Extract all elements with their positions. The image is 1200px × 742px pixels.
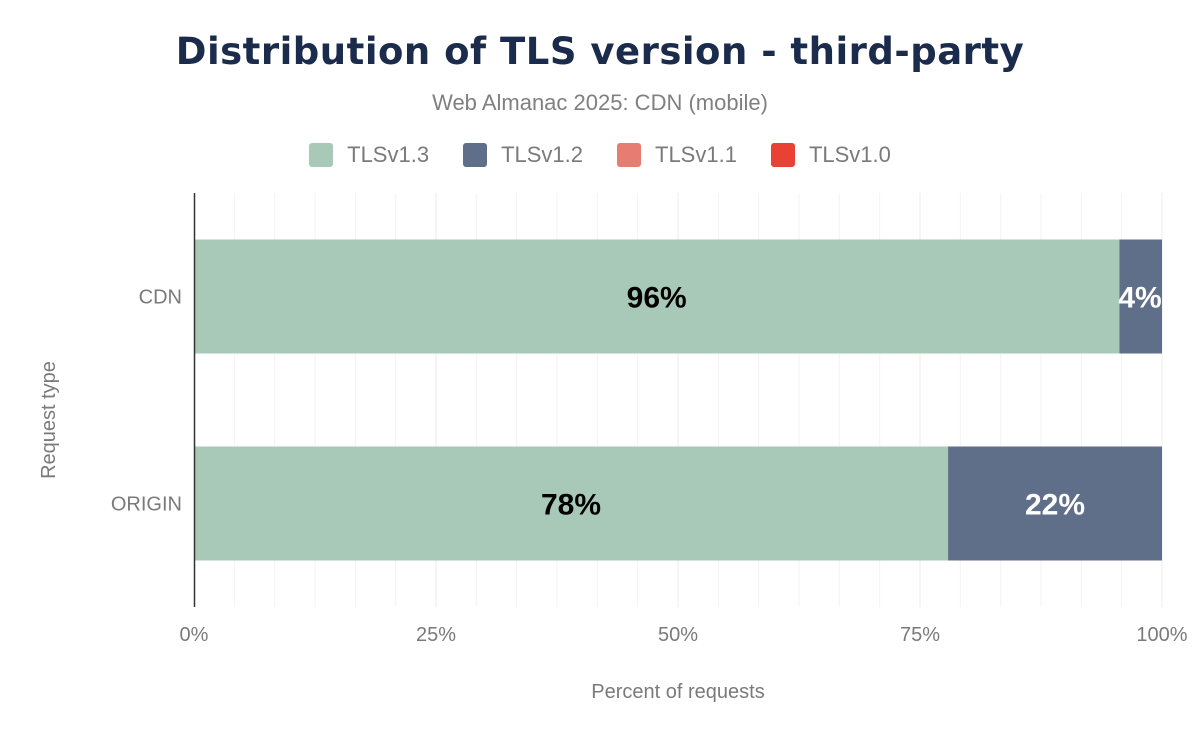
data-label: 22% [1025, 489, 1085, 522]
legend-swatch [617, 143, 641, 167]
x-tick-label: 0% [180, 624, 209, 646]
data-label: 78% [541, 489, 601, 522]
legend-swatch [770, 143, 795, 167]
bar-segment[interactable] [948, 446, 1162, 561]
chart-subtitle: Web Almanac 2025: CDN (mobile) [432, 90, 768, 115]
data-label: 4% [1118, 282, 1161, 315]
x-tick-label: 100% [1136, 624, 1187, 646]
x-axis-title: Percent of requests [591, 681, 764, 703]
y-axis-title: Request type [38, 361, 60, 479]
legend-item[interactable]: TLSv1.1 [617, 142, 737, 168]
x-tick-label: 25% [416, 624, 456, 646]
y-tick-label: ORIGIN [111, 494, 182, 516]
legend-label: TLSv1.0 [808, 142, 891, 167]
legend-label: TLSv1.1 [655, 142, 737, 167]
chart-title: Distribution of TLS version - third-part… [175, 30, 1025, 73]
y-tick-label: CDN [139, 287, 182, 309]
bar-segment[interactable] [194, 446, 949, 561]
x-tick-label: 50% [658, 624, 698, 646]
bar-segment[interactable] [194, 239, 1120, 354]
legend-item[interactable]: TLSv1.2 [463, 142, 583, 168]
legend: TLSv1.3 TLSv1.2 TLSv1.1 TLSv1.0 [0, 142, 1200, 168]
bar-segment[interactable] [1119, 239, 1162, 354]
legend-label: TLSv1.3 [347, 142, 430, 167]
legend-swatch [309, 143, 334, 167]
x-tick-label: 75% [900, 624, 940, 646]
data-label: 96% [627, 282, 687, 315]
legend-swatch [463, 143, 488, 167]
legend-item[interactable]: TLSv1.3 [309, 142, 429, 168]
legend-label: TLSv1.2 [501, 142, 583, 167]
legend-item[interactable]: TLSv1.0 [770, 142, 891, 168]
